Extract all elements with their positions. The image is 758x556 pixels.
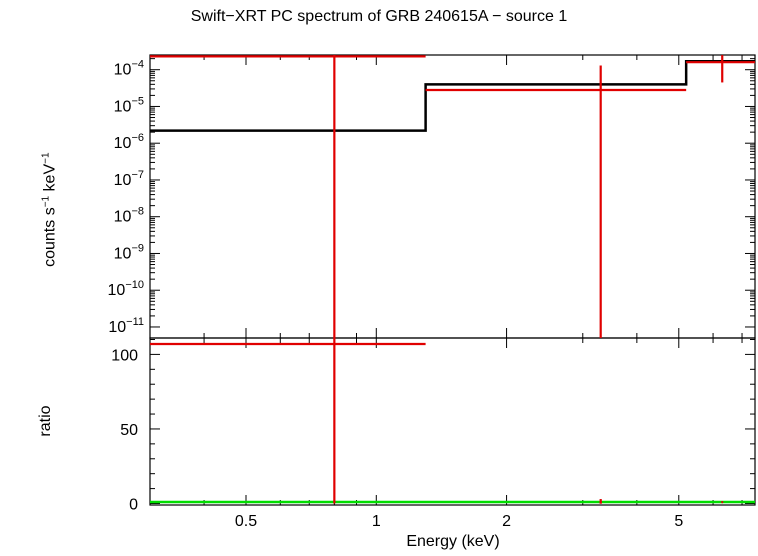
- y-axis-label-exp2: −1: [40, 152, 52, 164]
- y-axis-label-exp1: −1: [40, 195, 52, 208]
- y-axis-label-spectrum: counts s−1 keV−1: [40, 100, 59, 320]
- y-tick-label: 10−8: [114, 206, 144, 226]
- y-tick-label: 10−4: [114, 59, 144, 79]
- x-tick-label: 1: [372, 513, 381, 530]
- y-tick-label: 10−11: [108, 316, 144, 336]
- y-tick-label: 10−10: [108, 279, 144, 299]
- model-step-line: [150, 59, 755, 132]
- y-tick-label: 10−7: [114, 169, 144, 189]
- y-axis-label-main: counts s: [41, 207, 59, 267]
- x-axis-label: Energy (keV): [406, 533, 500, 550]
- y-axis-label-mid: keV: [41, 163, 59, 196]
- chart-title: Swift−XRT PC spectrum of GRB 240615A − s…: [190, 8, 568, 25]
- y-tick-label: 100: [111, 347, 138, 364]
- spectrum-panel-frame: [149, 54, 756, 339]
- y-tick-label: 10−9: [114, 242, 144, 262]
- x-tick-label: 2: [502, 513, 511, 530]
- y-tick-label: 0: [129, 497, 138, 514]
- y-axis-label-ratio: ratio: [37, 405, 54, 437]
- ratio-panel-frame: [149, 337, 756, 506]
- y-tick-label: 10−6: [114, 132, 144, 152]
- y-tick-label: 50: [120, 422, 138, 439]
- y-tick-label: 10−5: [114, 95, 144, 115]
- x-tick-label: 5: [674, 513, 683, 530]
- x-tick-label: 0.5: [235, 513, 257, 530]
